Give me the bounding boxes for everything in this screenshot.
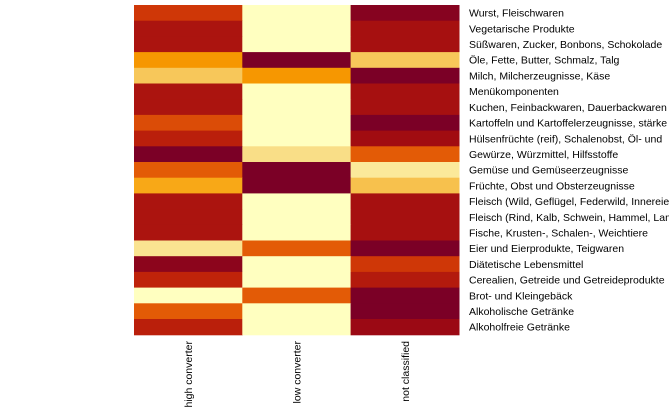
heatmap-cell bbox=[242, 130, 352, 147]
heatmap-cell bbox=[242, 303, 352, 320]
heatmap-cell bbox=[242, 20, 352, 37]
heatmap-cell bbox=[134, 20, 243, 37]
heatmap-cell bbox=[134, 114, 243, 132]
heatmap-cell bbox=[134, 52, 243, 69]
heatmap-cell bbox=[134, 177, 243, 194]
heatmap-cell bbox=[134, 67, 243, 85]
heatmap-cell bbox=[242, 162, 352, 179]
column-label: low converter bbox=[291, 341, 303, 404]
heatmap-cell bbox=[350, 67, 460, 85]
heatmap-cell bbox=[350, 224, 460, 242]
heatmap-cell bbox=[242, 319, 352, 336]
heatmap-cell bbox=[350, 83, 460, 100]
heatmap-cell bbox=[134, 271, 243, 289]
heatmap-cell bbox=[350, 177, 460, 194]
row-label: Diätetische Lebensmittel bbox=[469, 259, 583, 271]
heatmap-cell bbox=[242, 177, 352, 194]
heatmap-cell bbox=[134, 256, 243, 273]
heatmap-cell bbox=[350, 303, 460, 320]
row-label: Cerealien, Getreide und Getreideprodukte bbox=[469, 275, 665, 287]
heatmap-cell bbox=[242, 5, 352, 22]
heatmap-cell bbox=[134, 287, 243, 304]
heatmap-cell bbox=[350, 271, 460, 289]
heatmap-cell bbox=[350, 193, 460, 210]
row-label: Fische, Krusten-, Schalen-, Weichtiere bbox=[469, 227, 648, 239]
heatmap-cell bbox=[242, 52, 352, 69]
heatmap-cells bbox=[134, 5, 460, 336]
heatmap-cell bbox=[350, 146, 460, 163]
heatmap-cell bbox=[350, 130, 460, 147]
heatmap-cell bbox=[350, 5, 460, 22]
heatmap-cell bbox=[134, 36, 243, 53]
row-label: Milch, Milcherzeugnisse, Käse bbox=[469, 70, 610, 82]
heatmap-cell bbox=[242, 240, 352, 257]
row-label: Alkoholische Getränke bbox=[469, 306, 574, 318]
heatmap-cell bbox=[350, 99, 460, 116]
heatmap-cell bbox=[242, 83, 352, 100]
row-label: Kartoffeln und Kartoffelerzeugnisse, stä… bbox=[469, 118, 667, 130]
heatmap-cell bbox=[350, 162, 460, 179]
heatmap-cell bbox=[134, 240, 243, 257]
row-label: Hülsenfrüchte (reif), Schalenobst, Öl- u… bbox=[469, 133, 662, 145]
heatmap-cell bbox=[350, 52, 460, 69]
heatmap-cell bbox=[242, 36, 352, 53]
heatmap-cell bbox=[242, 287, 352, 304]
row-label: Wurst, Fleischwaren bbox=[469, 8, 564, 20]
heatmap-cell bbox=[350, 319, 460, 336]
heatmap-cell bbox=[350, 287, 460, 304]
heatmap-cell bbox=[134, 5, 243, 22]
row-label: Brot- und Kleingebäck bbox=[469, 290, 573, 302]
column-labels: high converter low converter not classifie… bbox=[183, 341, 412, 408]
heatmap-cell bbox=[242, 114, 352, 132]
row-labels: Wurst, Fleischwaren Vegetarische Produkte… bbox=[469, 8, 669, 334]
row-label: Alkoholfreie Getränke bbox=[469, 322, 570, 334]
heatmap-cell bbox=[350, 20, 460, 37]
heatmap-cell bbox=[134, 146, 243, 163]
heatmap-cell bbox=[242, 224, 352, 242]
row-label: Öle, Fette, Butter, Schmalz, Talg bbox=[469, 55, 620, 67]
row-label: Fleisch (Wild, Geflügel, Federwild, Inne… bbox=[469, 196, 669, 208]
heatmap-cell bbox=[134, 162, 243, 179]
row-label: Gemüse und Gemüseerzeugnisse bbox=[469, 165, 628, 177]
row-label: Menükomponenten bbox=[469, 86, 559, 98]
heatmap-cell bbox=[242, 146, 352, 163]
heatmap-cell bbox=[350, 256, 460, 273]
heatmap-cell bbox=[242, 99, 352, 116]
heatmap-cell bbox=[242, 67, 352, 85]
heatmap-cell bbox=[134, 99, 243, 116]
heatmap-cell bbox=[242, 193, 352, 210]
heatmap-cell bbox=[134, 193, 243, 210]
heatmap-cell bbox=[134, 303, 243, 320]
row-label: Vegetarische Produkte bbox=[469, 23, 575, 35]
row-label: Süßwaren, Zucker, Bonbons, Schokolade bbox=[469, 39, 662, 51]
heatmap-cell bbox=[242, 271, 352, 289]
heatmap-cell bbox=[350, 209, 460, 226]
row-label: Früchte, Obst und Obsterzeugnisse bbox=[469, 180, 635, 192]
column-label: high converter bbox=[183, 341, 195, 408]
heatmap-cell bbox=[242, 209, 352, 226]
heatmap-cell bbox=[242, 256, 352, 273]
row-label: Kuchen, Feinbackwaren, Dauerbackwaren bbox=[469, 102, 667, 114]
row-label: Eier und Eierprodukte, Teigwaren bbox=[469, 243, 624, 255]
heatmap-cell bbox=[350, 36, 460, 53]
heatmap-cell bbox=[134, 224, 243, 242]
heatmap-cell bbox=[350, 114, 460, 132]
heatmap-cell bbox=[134, 209, 243, 226]
heatmap-cell bbox=[134, 83, 243, 100]
row-label: Gewürze, Würzmittel, Hilfsstoffe bbox=[469, 149, 618, 161]
heatmap-cell bbox=[350, 240, 460, 257]
heatmap-cell bbox=[134, 130, 243, 147]
row-label: Fleisch (Rind, Kalb, Schwein, Hammel, La… bbox=[469, 212, 669, 224]
column-label: not classified bbox=[400, 341, 412, 402]
heatmap-cell bbox=[134, 319, 243, 336]
